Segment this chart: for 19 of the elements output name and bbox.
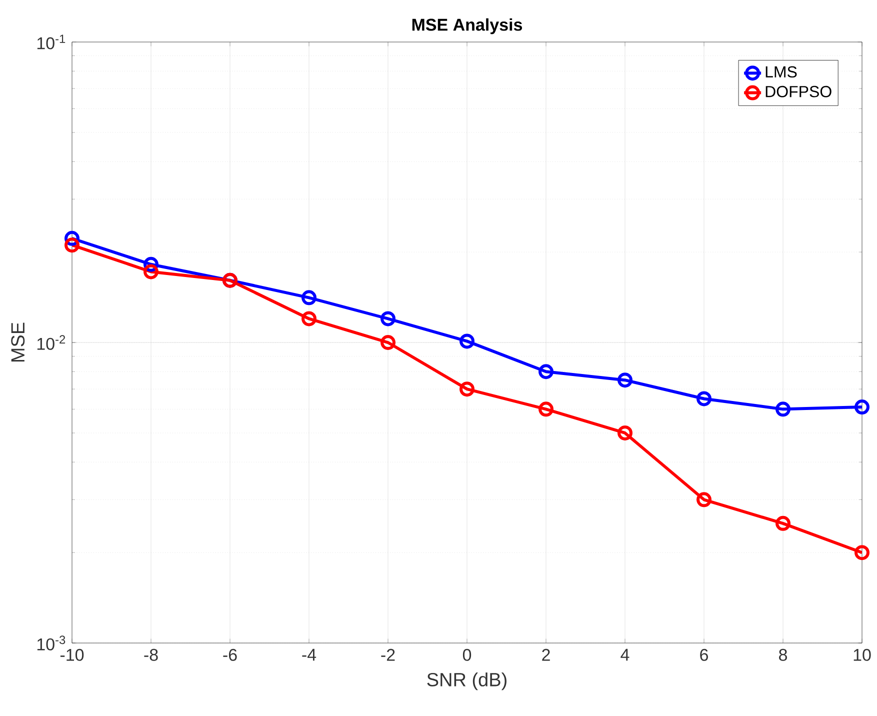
legend-label: LMS [766, 66, 797, 78]
x-tick-label: 8 [779, 648, 787, 661]
x-tick-label: 6 [700, 648, 708, 661]
x-tick-label: 10 [854, 648, 871, 661]
x-axis-title: SNR (dB) [427, 672, 506, 690]
x-tick-label: -10 [60, 648, 84, 661]
y-axis-title: MSE [11, 322, 25, 362]
x-tick-label: -4 [302, 648, 316, 661]
x-tick-label: 0 [462, 648, 472, 661]
y-tick-label: 10$^{-2}$ [37, 335, 66, 350]
x-tick-label: -8 [144, 648, 158, 661]
x-tick-label: 4 [620, 648, 630, 661]
y-tick-label: 10$^{-3}$ [37, 636, 66, 650]
legend-label: DOFPSO [766, 86, 832, 98]
chart-title: MSE Analysis [412, 18, 522, 34]
x-tick-label: 2 [542, 648, 550, 661]
x-tick-label: -6 [223, 648, 237, 661]
y-tick-label: 10$^{-1}$ [37, 34, 66, 50]
x-tick-label: -2 [381, 648, 395, 661]
